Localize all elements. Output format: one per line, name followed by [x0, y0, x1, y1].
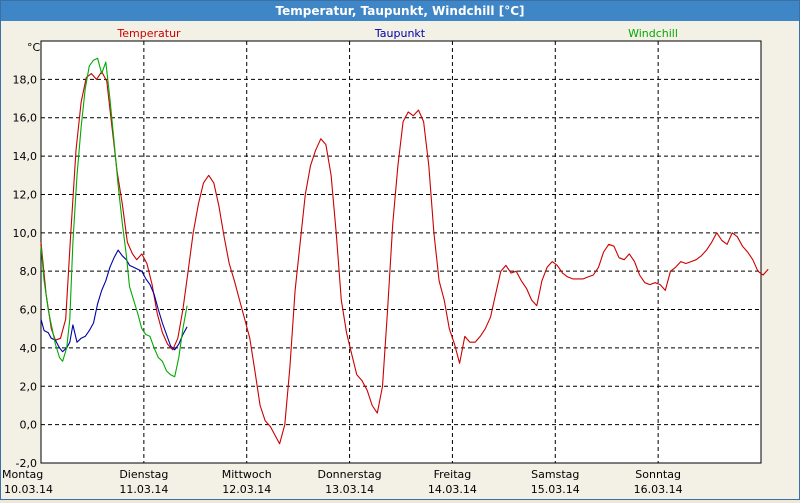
y-tick-label: 4,0	[20, 342, 38, 355]
window-title: Temperatur, Taupunkt, Windchill [°C]	[1, 1, 799, 21]
series-line-windchill	[40, 57, 188, 378]
chart-legend: Temperatur Taupunkt Windchill	[116, 27, 678, 40]
x-tick-day-label: Montag	[2, 468, 43, 481]
y-tick-label: 18,0	[13, 73, 38, 86]
x-tick-day-label: Freitag	[434, 468, 472, 481]
x-tick-day-label: Samstag	[531, 468, 579, 481]
x-tick-day-label: Donnerstag	[317, 468, 381, 481]
x-tick-date-label: 13.03.14	[325, 483, 374, 496]
x-tick-day-label: Dienstag	[119, 468, 168, 481]
plot-area	[40, 40, 762, 464]
x-tick-date-label: 14.03.14	[428, 483, 477, 496]
legend-item-taupunkt: Taupunkt	[374, 27, 426, 40]
x-tick-date-label: 12.03.14	[222, 483, 271, 496]
y-axis: -2,0 0,0 2,0 4,0 6,0 8,0 10,0 12,0 14,0 16,0 18,0	[13, 73, 38, 470]
series-line-temperatur	[40, 71, 769, 445]
y-axis-unit-label: °C	[27, 41, 41, 54]
y-tick-label: 2,0	[20, 380, 38, 393]
y-tick-label: 8,0	[20, 265, 38, 278]
grid-lines	[41, 41, 761, 463]
x-tick-date-label: 15.03.14	[531, 483, 580, 496]
y-tick-label: 12,0	[13, 188, 38, 201]
y-tick-label: -2,0	[16, 457, 37, 470]
y-tick-label: 10,0	[13, 227, 38, 240]
temperature-chart: Temperatur Taupunkt Windchill °C -2,0 0,0 2,…	[2, 27, 769, 496]
x-tick-date-label: 11.03.14	[119, 483, 168, 496]
chart-lines	[40, 57, 769, 445]
legend-item-windchill: Windchill	[628, 27, 678, 40]
y-tick-label: 0,0	[20, 419, 38, 432]
x-tick-date-label: 16.03.14	[634, 483, 683, 496]
x-tick-date-label: 10.03.14	[4, 483, 53, 496]
y-tick-label: 16,0	[13, 112, 38, 125]
y-tick-label: 6,0	[20, 304, 38, 317]
legend-item-temperatur: Temperatur	[116, 27, 181, 40]
series-line-taupunkt	[40, 249, 188, 353]
chart-area: Temperatur Taupunkt Windchill °C -2,0 0,0 2,…	[1, 22, 799, 499]
x-axis: Montag 10.03.14 Dienstag 11.03.14 Mittwoch 12…	[2, 468, 683, 496]
x-tick-day-label: Sonntag	[635, 468, 681, 481]
x-tick-day-label: Mittwoch	[222, 468, 272, 481]
y-tick-label: 14,0	[13, 150, 38, 163]
